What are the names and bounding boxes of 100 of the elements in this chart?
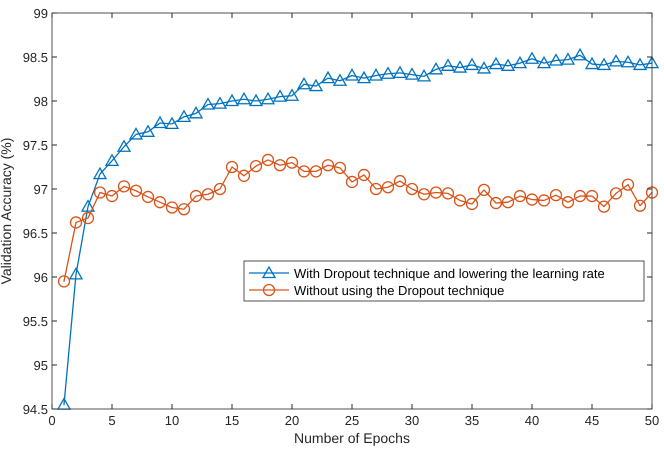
point (622, 178, 634, 191)
point (513, 56, 527, 68)
point (225, 94, 239, 106)
point (226, 160, 238, 174)
point (501, 59, 515, 71)
point (189, 106, 203, 118)
x-tick-label: 10 (164, 413, 180, 428)
point (190, 190, 202, 202)
point (381, 67, 395, 79)
point (466, 198, 478, 210)
point (298, 165, 310, 178)
point (549, 54, 563, 66)
point (321, 71, 335, 84)
point (417, 70, 431, 82)
point (538, 194, 550, 207)
point (154, 196, 166, 208)
point (250, 160, 262, 172)
point (441, 59, 455, 71)
point (165, 117, 179, 130)
point (93, 167, 107, 180)
point (393, 66, 407, 78)
point (514, 190, 526, 202)
point (81, 200, 95, 212)
point (526, 193, 538, 206)
point (273, 90, 287, 102)
point (178, 203, 190, 216)
point (274, 159, 286, 172)
y-tick-label: 98 (34, 94, 48, 109)
point (201, 98, 215, 110)
point (610, 187, 622, 200)
point (418, 188, 430, 200)
point (213, 96, 227, 109)
y-tick-label: 96 (34, 270, 48, 285)
point (70, 216, 82, 229)
point (166, 201, 178, 214)
point (369, 68, 383, 81)
point (214, 182, 226, 196)
point (537, 56, 551, 68)
point (370, 182, 382, 196)
point (478, 184, 490, 196)
point (645, 56, 659, 68)
point (586, 190, 598, 202)
point (634, 200, 646, 212)
y-tick-label: 95 (34, 358, 48, 373)
x-tick-label: 50 (644, 413, 660, 428)
point (262, 154, 274, 166)
point (237, 92, 251, 104)
y-tick-label: 97 (34, 182, 48, 197)
point (322, 159, 334, 172)
point (585, 57, 599, 70)
point (345, 68, 359, 81)
point (621, 56, 635, 68)
x-tick-label: 40 (524, 413, 540, 428)
x-tick-label: 30 (404, 413, 420, 428)
y-tick-label: 96.5 (22, 226, 48, 241)
point (202, 188, 214, 200)
x-tick-label: 15 (224, 413, 240, 428)
point (477, 62, 491, 74)
point (69, 268, 83, 280)
point (333, 74, 347, 86)
point (405, 68, 419, 80)
point (346, 176, 358, 188)
point (562, 196, 574, 208)
point (129, 128, 143, 140)
point (105, 154, 119, 166)
point (141, 125, 155, 137)
x-tick-label: 0 (48, 413, 56, 428)
point (238, 170, 250, 182)
x-axis-title: Number of Epochs (294, 430, 410, 446)
point (58, 275, 70, 288)
point (310, 165, 322, 178)
point (489, 57, 503, 70)
point (249, 94, 263, 106)
point (465, 58, 479, 70)
point (142, 190, 154, 204)
x-tick-label: 45 (584, 413, 600, 428)
point (82, 212, 94, 224)
x-tick-label: 25 (344, 413, 360, 428)
point (525, 52, 539, 64)
point (442, 187, 454, 200)
point (454, 194, 466, 207)
point (598, 200, 610, 213)
point (574, 190, 586, 202)
x-tick-label: 20 (284, 413, 300, 428)
y-tick-label: 94.5 (22, 402, 48, 417)
point (117, 140, 131, 152)
point (285, 89, 299, 101)
point (334, 162, 346, 174)
point (94, 186, 106, 199)
point (261, 92, 275, 104)
point (646, 186, 658, 199)
point (286, 156, 298, 169)
y-tick-label: 97.5 (22, 138, 48, 153)
point (502, 196, 514, 208)
point (430, 186, 442, 199)
point (106, 190, 118, 202)
point (453, 60, 467, 73)
point (490, 196, 502, 210)
point (429, 62, 443, 74)
y-tick-label: 98.5 (22, 50, 48, 65)
